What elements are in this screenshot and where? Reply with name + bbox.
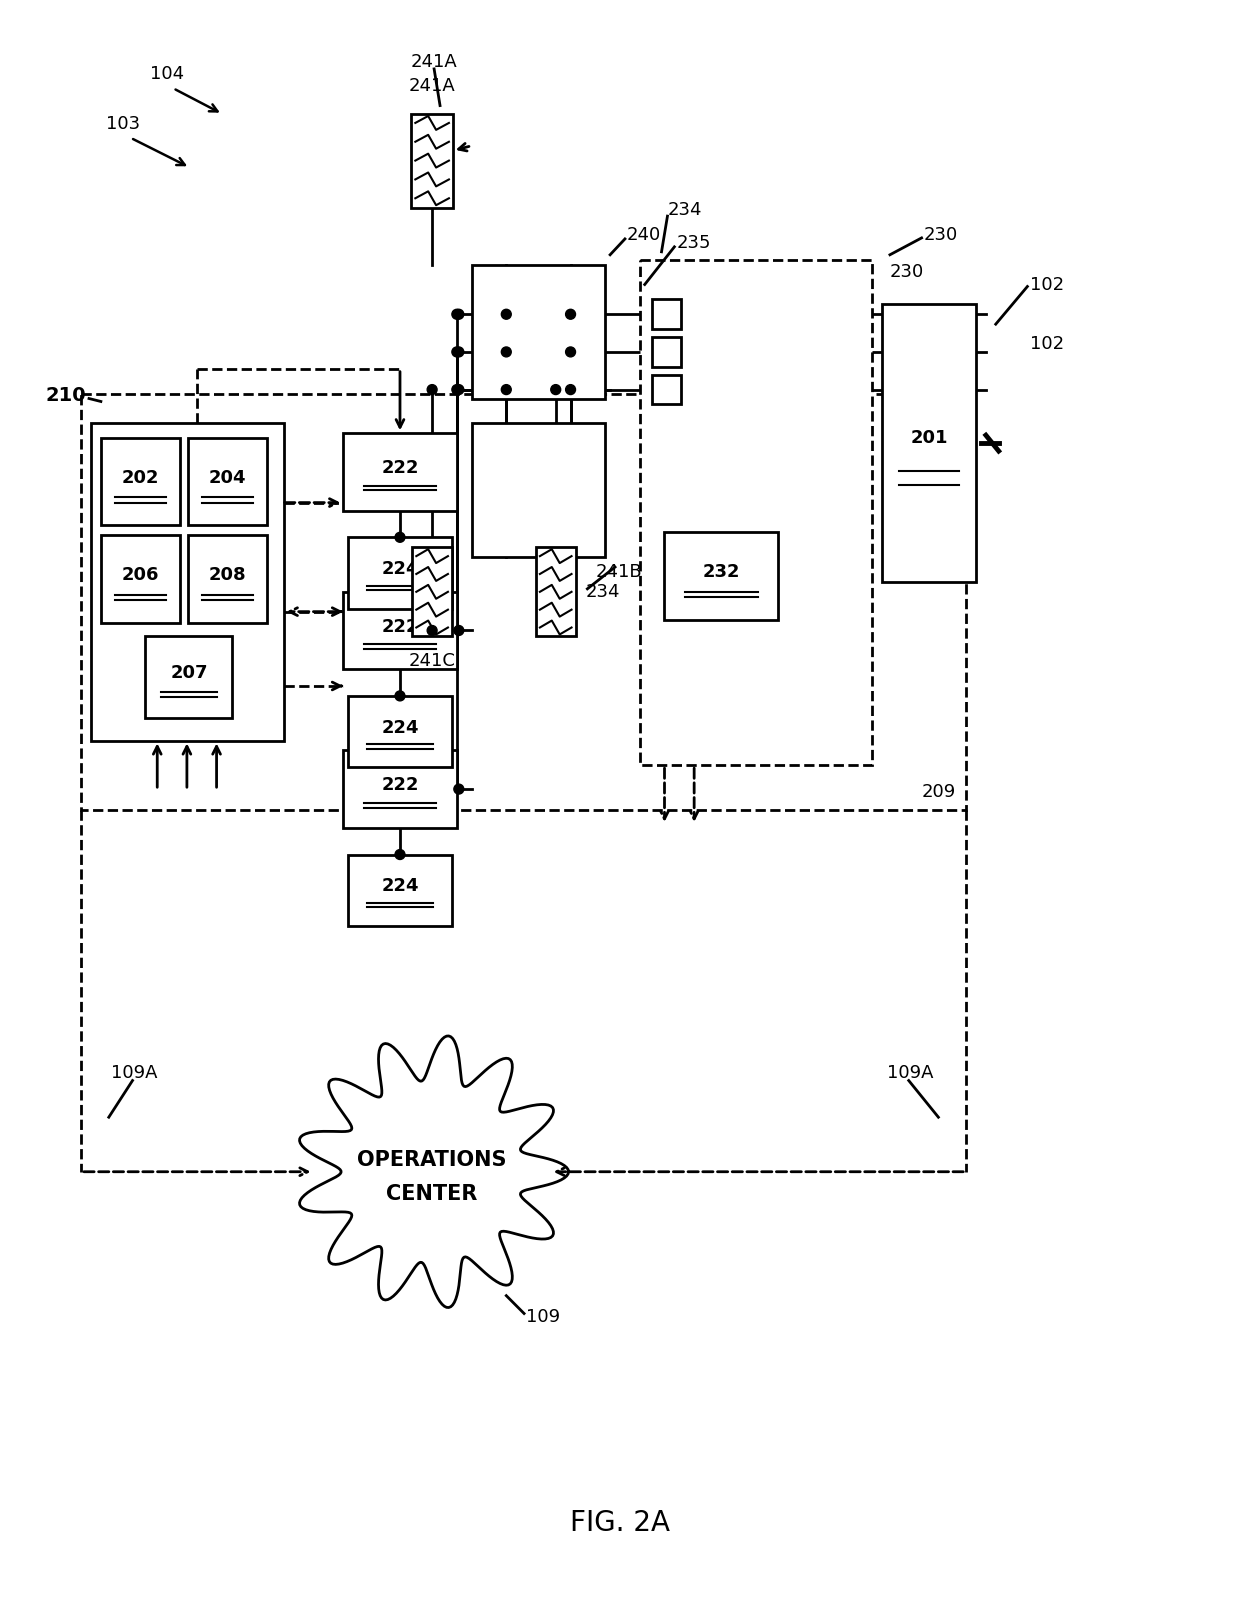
Text: 222: 222 [381, 617, 419, 635]
Circle shape [396, 849, 405, 860]
Text: 224: 224 [381, 718, 419, 737]
Bar [640, 259, 872, 766]
Circle shape [551, 385, 560, 395]
Polygon shape [300, 1036, 569, 1308]
Circle shape [565, 347, 575, 357]
Bar [665, 532, 779, 619]
Bar [100, 536, 180, 622]
Bar [413, 547, 451, 636]
Text: 234: 234 [585, 582, 620, 601]
Text: 109A: 109A [110, 1063, 157, 1081]
Bar [145, 636, 232, 718]
Bar [343, 750, 456, 828]
Bar [81, 393, 966, 811]
Text: 224: 224 [381, 878, 419, 895]
Text: 241B: 241B [595, 563, 642, 580]
Circle shape [454, 347, 464, 357]
Text: 241A: 241A [410, 53, 458, 70]
Bar [188, 536, 267, 622]
Text: 208: 208 [208, 566, 247, 584]
Bar [652, 337, 681, 366]
Text: 102: 102 [1030, 275, 1064, 294]
Text: 235: 235 [676, 233, 711, 253]
Circle shape [454, 385, 464, 395]
Bar [343, 592, 456, 668]
Bar [91, 424, 284, 740]
Text: 241C: 241C [409, 652, 455, 670]
Text: 210: 210 [46, 385, 86, 405]
Circle shape [501, 385, 511, 395]
Text: 232: 232 [703, 563, 740, 580]
Text: 104: 104 [150, 66, 185, 83]
Circle shape [501, 347, 511, 357]
Text: 109: 109 [526, 1308, 560, 1327]
Circle shape [396, 532, 405, 542]
Bar [652, 374, 681, 405]
Text: 230: 230 [924, 225, 957, 245]
Circle shape [451, 347, 461, 357]
Bar [652, 299, 681, 329]
Text: 222: 222 [381, 776, 419, 795]
Bar [348, 537, 451, 609]
Circle shape [428, 385, 436, 395]
Bar [188, 438, 267, 526]
Text: 103: 103 [105, 115, 140, 133]
Text: 222: 222 [381, 459, 419, 477]
Text: 102: 102 [1030, 336, 1064, 353]
Text: OPERATIONS: OPERATIONS [357, 1150, 507, 1170]
Text: 206: 206 [122, 566, 159, 584]
Text: 234: 234 [667, 201, 702, 219]
Circle shape [454, 625, 464, 635]
Circle shape [451, 309, 461, 320]
Text: 230: 230 [890, 262, 924, 281]
Text: 109A: 109A [887, 1063, 934, 1081]
Text: 202: 202 [122, 469, 159, 486]
Circle shape [454, 309, 464, 320]
Text: 201: 201 [910, 429, 947, 448]
Circle shape [451, 385, 461, 395]
Bar [100, 438, 180, 526]
Circle shape [501, 309, 511, 320]
Bar [412, 114, 453, 208]
Text: 209: 209 [923, 784, 956, 801]
Bar [348, 854, 451, 926]
Bar [343, 433, 456, 510]
Bar [471, 424, 605, 556]
Circle shape [428, 625, 436, 635]
Text: 240: 240 [627, 225, 661, 245]
Text: 224: 224 [381, 560, 419, 577]
Bar [536, 547, 575, 636]
Circle shape [565, 309, 575, 320]
Text: 207: 207 [170, 664, 207, 683]
Circle shape [396, 691, 405, 700]
Text: FIG. 2A: FIG. 2A [570, 1509, 670, 1537]
Text: CENTER: CENTER [387, 1183, 477, 1204]
Circle shape [454, 784, 464, 795]
Text: 241A: 241A [409, 77, 455, 94]
Circle shape [565, 385, 575, 395]
Text: 204: 204 [208, 469, 247, 486]
Bar [882, 304, 976, 582]
Bar [471, 265, 605, 398]
Bar [348, 696, 451, 768]
